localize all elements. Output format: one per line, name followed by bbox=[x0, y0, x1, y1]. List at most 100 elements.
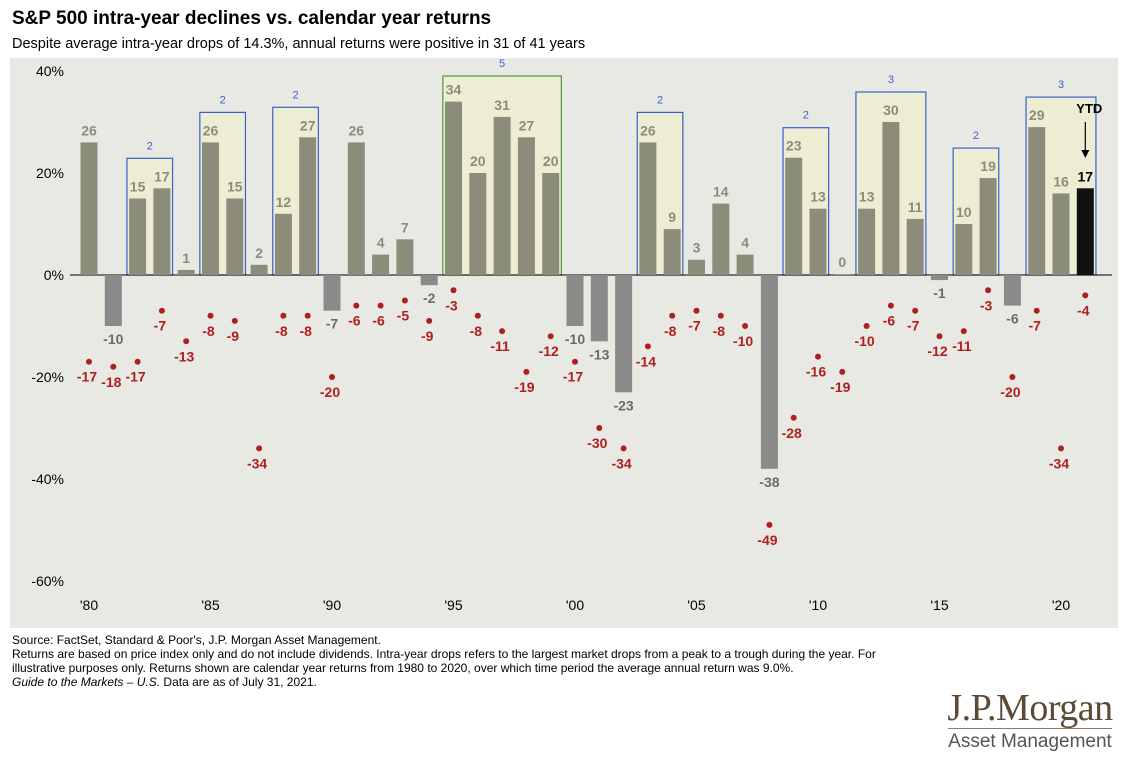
decline-dot bbox=[86, 358, 92, 365]
decline-data-label: -49 bbox=[757, 532, 777, 548]
return-data-label: 27 bbox=[519, 117, 535, 133]
return-bar bbox=[542, 173, 560, 275]
return-bar bbox=[858, 208, 876, 275]
x-tick-label: '85 bbox=[201, 597, 219, 613]
decline-data-label: -17 bbox=[125, 369, 145, 385]
decline-dot bbox=[110, 363, 117, 370]
decline-dot bbox=[790, 414, 797, 421]
return-data-label: 17 bbox=[154, 168, 170, 184]
decline-data-label: -12 bbox=[539, 343, 559, 359]
decline-dot bbox=[499, 328, 506, 335]
return-data-label: 14 bbox=[713, 184, 729, 200]
decline-data-label: -7 bbox=[154, 318, 167, 334]
return-data-label: 2 bbox=[255, 245, 263, 261]
return-data-label: 26 bbox=[81, 122, 97, 138]
return-data-label: 7 bbox=[401, 219, 409, 235]
guide-date: Data are as of July 31, 2021. bbox=[160, 675, 317, 689]
return-data-label: 12 bbox=[276, 194, 292, 210]
logo-main-text: J.P.Morgan bbox=[947, 687, 1113, 729]
return-bar bbox=[906, 218, 924, 275]
return-data-label: -6 bbox=[1006, 311, 1019, 327]
decline-data-label: -8 bbox=[664, 323, 677, 339]
streak-count-label: 2 bbox=[973, 130, 979, 142]
decline-dot bbox=[815, 353, 821, 360]
chart-title: S&P 500 intra-year declines vs. calendar… bbox=[12, 8, 492, 29]
decline-data-label: -8 bbox=[202, 323, 215, 339]
return-bar bbox=[688, 259, 705, 275]
return-bar bbox=[517, 137, 535, 275]
chart-plot-background bbox=[10, 58, 1118, 628]
return-data-label: 1 bbox=[182, 250, 190, 266]
return-bar bbox=[590, 275, 608, 342]
return-bar bbox=[493, 116, 511, 276]
decline-data-label: -10 bbox=[854, 333, 874, 349]
return-data-label: 31 bbox=[494, 97, 510, 113]
return-data-label: 0 bbox=[838, 254, 846, 270]
ytd-label: YTD bbox=[1076, 101, 1102, 116]
return-data-label: -38 bbox=[759, 474, 779, 490]
decline-dot bbox=[280, 312, 287, 319]
decline-dot bbox=[426, 317, 433, 324]
y-tick-label: -40% bbox=[31, 471, 64, 487]
decline-data-label: -18 bbox=[101, 374, 121, 390]
return-bar bbox=[445, 101, 462, 275]
return-bar bbox=[469, 173, 487, 275]
source-text: Source: FactSet, Standard & Poor's, J.P.… bbox=[12, 633, 381, 647]
return-bar bbox=[372, 254, 390, 275]
decline-data-label: -6 bbox=[372, 313, 385, 329]
return-data-label: 26 bbox=[640, 122, 656, 138]
decline-data-label: -8 bbox=[299, 323, 312, 339]
logo-sub-text: Asset Management bbox=[948, 728, 1112, 753]
decline-data-label: -3 bbox=[980, 297, 993, 313]
decline-data-label: -5 bbox=[397, 308, 410, 324]
return-data-label: 19 bbox=[980, 158, 996, 174]
decline-dot bbox=[450, 287, 457, 294]
decline-dot bbox=[256, 445, 263, 452]
streak-count-label: 2 bbox=[147, 140, 153, 152]
return-data-label: 26 bbox=[349, 122, 365, 138]
note-text: Returns are based on price index only an… bbox=[12, 647, 876, 675]
decline-dot bbox=[887, 302, 894, 309]
decline-data-label: -11 bbox=[952, 338, 972, 354]
decline-dot bbox=[158, 307, 165, 314]
decline-dot bbox=[693, 307, 700, 314]
return-bar bbox=[274, 213, 292, 275]
decline-dot bbox=[572, 358, 578, 365]
return-data-label: -7 bbox=[326, 316, 339, 332]
return-data-label: 27 bbox=[300, 117, 316, 133]
decline-data-label: -6 bbox=[348, 313, 361, 329]
return-data-label: -2 bbox=[423, 290, 436, 306]
decline-dot bbox=[207, 312, 214, 319]
decline-data-label: -6 bbox=[883, 313, 896, 329]
return-bar bbox=[104, 275, 122, 326]
x-tick-label: '90 bbox=[323, 597, 341, 613]
decline-data-label: -10 bbox=[733, 333, 753, 349]
y-tick-label: 40% bbox=[36, 63, 64, 79]
streak-count-label: 3 bbox=[1058, 79, 1064, 91]
decline-data-label: -30 bbox=[587, 435, 607, 451]
return-data-label: 4 bbox=[741, 235, 749, 251]
return-bar bbox=[1076, 188, 1094, 275]
streak-count-label: 3 bbox=[888, 74, 894, 86]
return-data-label: 34 bbox=[446, 82, 462, 98]
x-tick-label: '95 bbox=[444, 597, 462, 613]
decline-data-label: -3 bbox=[445, 297, 458, 313]
decline-dot bbox=[353, 302, 360, 309]
return-bar bbox=[396, 239, 414, 275]
decline-dot bbox=[304, 312, 311, 319]
decline-dot bbox=[1033, 307, 1040, 314]
return-data-label: 26 bbox=[203, 122, 219, 138]
decline-dot bbox=[523, 368, 530, 375]
decline-data-label: -34 bbox=[611, 455, 631, 471]
decline-dot bbox=[717, 312, 724, 319]
return-data-label: 9 bbox=[668, 209, 676, 225]
return-bar bbox=[1003, 275, 1021, 306]
return-bar bbox=[202, 142, 219, 275]
return-data-label: 23 bbox=[786, 138, 802, 154]
decline-data-label: -17 bbox=[563, 369, 583, 385]
return-bar bbox=[760, 275, 778, 469]
decline-data-label: -19 bbox=[514, 379, 534, 395]
decline-dot bbox=[1009, 374, 1016, 380]
return-data-label: -10 bbox=[103, 331, 123, 347]
return-bar bbox=[80, 142, 98, 275]
